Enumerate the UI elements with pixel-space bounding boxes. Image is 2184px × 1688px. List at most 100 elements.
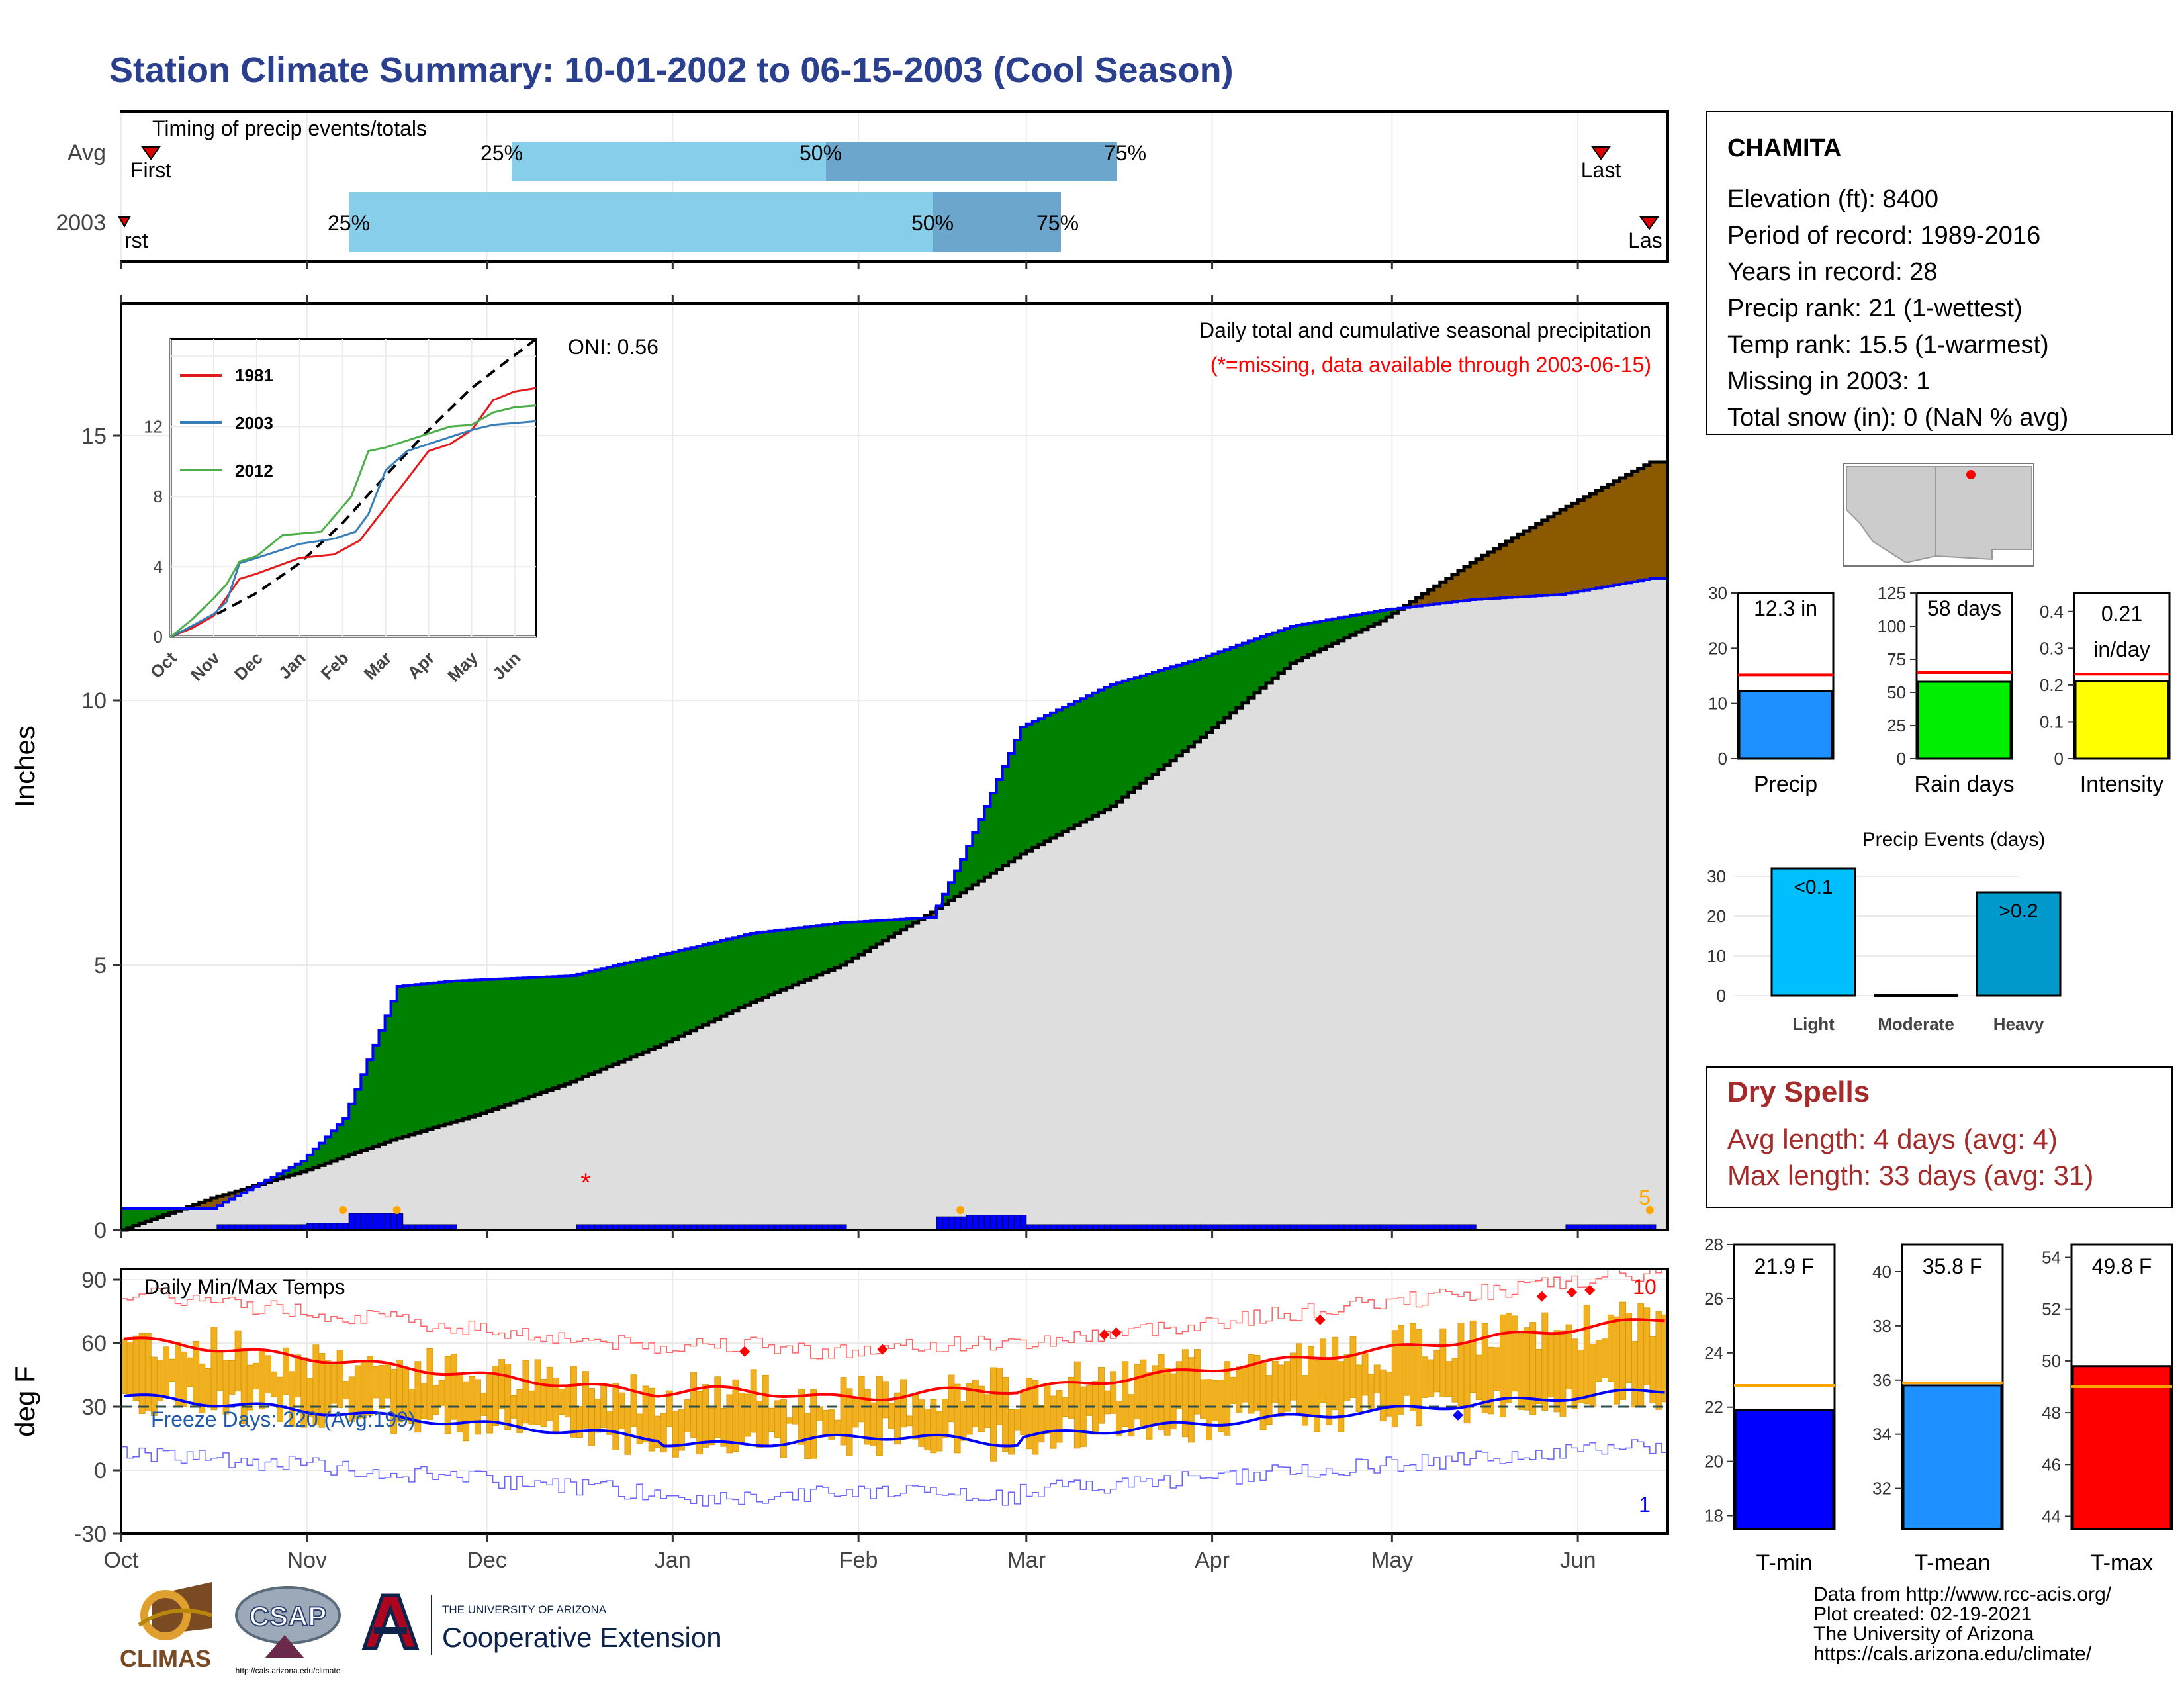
ua-small-text: THE UNIVERSITY OF ARIZONA — [442, 1603, 607, 1616]
daily-temp-bar — [582, 1371, 589, 1429]
daily-temp-bar — [336, 1350, 343, 1408]
daily-precip-bar — [942, 1216, 949, 1231]
daily-temp-bar — [1457, 1323, 1465, 1407]
daily-temp-bar — [126, 1342, 134, 1397]
daily-temp-bar — [420, 1383, 428, 1419]
precip-ytick: 5 — [94, 953, 107, 978]
tmax-summary-ytick: 54 — [2042, 1248, 2061, 1268]
month-tick-label: Oct — [104, 1548, 139, 1573]
daily-temp-bar — [588, 1387, 595, 1446]
precip-summary-value: 12.3 in — [1754, 596, 1817, 620]
daily-temp-bar — [876, 1376, 883, 1456]
daily-temp-bar — [1212, 1380, 1219, 1421]
daily-temp-bar — [834, 1419, 841, 1436]
daily-temp-bar — [1577, 1350, 1584, 1403]
daily-temp-bar — [1512, 1315, 1518, 1392]
daily-temp-bar — [1194, 1349, 1201, 1415]
record-min-line — [121, 1439, 1668, 1507]
tmean-summary-label: T-mean — [1914, 1550, 1990, 1575]
station-line-3: Years in record: 28 — [1727, 258, 1938, 286]
daily-precip-bar — [989, 1215, 997, 1231]
daily-temp-bar — [888, 1403, 895, 1429]
daily-temp-bar — [942, 1399, 949, 1439]
raindays-summary-ytick: 0 — [1897, 749, 1906, 769]
daily-precip-bar — [983, 1215, 991, 1231]
daily-precip-bar — [960, 1216, 967, 1231]
daily-temp-bar — [1589, 1344, 1596, 1408]
daily-temp-bar — [612, 1383, 619, 1450]
daily-temp-bar — [444, 1356, 451, 1434]
temp-ytick: -30 — [74, 1522, 107, 1547]
daily-temp-bar — [450, 1354, 457, 1420]
daily-temp-bar — [342, 1381, 349, 1399]
dry-spells-box: Dry Spells Avg length: 4 days (avg: 4) M… — [1706, 1066, 2173, 1208]
daily-temp-bar — [1595, 1340, 1602, 1382]
temp-summary-bar-charts: 18 20 22 24 26 28 21.9 F T-min 32 34 36 38 40 35.8 F T… — [1704, 1235, 2173, 1575]
daily-temp-bar — [618, 1392, 625, 1429]
daily-temp-bar — [1259, 1362, 1267, 1430]
daily-temp-bar — [1002, 1376, 1009, 1452]
daily-temp-bar — [1583, 1305, 1590, 1405]
daily-temp-bar — [1032, 1380, 1039, 1455]
tmin-summary-value: 21.9 F — [1754, 1254, 1815, 1278]
avg-50-label: 50% — [799, 141, 842, 165]
daily-temp-bar — [1200, 1379, 1206, 1419]
inset-legend-1981: 1981 — [235, 365, 273, 385]
daily-temp-bar — [438, 1380, 445, 1406]
daily-temp-bar — [1433, 1350, 1441, 1393]
daily-temp-bar — [786, 1417, 793, 1424]
avg-first-marker — [141, 146, 161, 160]
daily-temp-bar — [990, 1367, 997, 1462]
daily-temp-bar — [996, 1368, 1003, 1425]
daily-temp-bar — [684, 1399, 691, 1432]
extreme-day-marker — [392, 1206, 401, 1214]
daily-temp-bar — [1565, 1324, 1572, 1389]
daily-temp-bar — [138, 1333, 146, 1414]
csap-logo: CSAP http://cals.arizona.edu/climate — [235, 1586, 341, 1675]
daily-temp-bar — [1163, 1368, 1171, 1436]
daily-temp-bar — [277, 1376, 283, 1422]
daily-temp-bar — [1422, 1356, 1429, 1398]
daily-temp-bar — [660, 1413, 667, 1453]
avg-25-label: 25% — [480, 141, 523, 165]
daily-temp-bar — [252, 1362, 259, 1389]
daily-temp-bar — [1122, 1361, 1129, 1427]
tmax-summary-label: T-max — [2091, 1550, 2153, 1575]
record-high-marker — [1584, 1285, 1596, 1295]
daily-temp-bar — [1361, 1353, 1369, 1396]
daily-temp-bar — [1397, 1325, 1404, 1415]
temp-panel: Daily Min/Max Temps Freeze Days: 220 (Av… — [9, 1268, 1669, 1547]
daily-temp-bar — [1385, 1371, 1392, 1417]
avg-50-75-bar — [826, 142, 1117, 181]
precip-event-value: <0.1 — [1794, 876, 1833, 898]
tmax-summary-ytick: 48 — [2042, 1403, 2061, 1423]
daily-temp-bar — [1619, 1301, 1626, 1400]
avg-min-line — [124, 1388, 1665, 1448]
tmin-summary-ytick: 22 — [1704, 1397, 1723, 1417]
daily-temp-bar — [1104, 1390, 1111, 1415]
tmean-summary-bar — [1902, 1384, 2003, 1530]
daily-temp-bar — [1098, 1367, 1105, 1424]
daily-temp-bar — [906, 1415, 913, 1427]
month-tick-label: May — [1371, 1548, 1413, 1573]
daily-temp-bar — [468, 1376, 475, 1422]
daily-temp-bar — [816, 1406, 823, 1421]
daily-temp-bar — [295, 1354, 302, 1397]
record-high-marker — [739, 1346, 751, 1357]
daily-temp-bar — [630, 1374, 637, 1427]
daily-temp-bar — [1326, 1357, 1333, 1425]
inset-line-2012 — [170, 404, 537, 638]
daily-temp-bar — [330, 1362, 338, 1404]
credit-line-1: Data from http://www.rcc-acis.org/ — [1813, 1583, 2112, 1605]
daily-precip-bar — [354, 1213, 361, 1231]
daily-temp-bar — [798, 1389, 805, 1445]
daily-temp-bar — [1655, 1311, 1662, 1410]
intensity-summary-ytick: 0.3 — [2040, 638, 2064, 658]
daily-temp-bar — [1469, 1320, 1477, 1393]
extreme-day-marker — [339, 1206, 347, 1214]
y2003-25-50-bar — [349, 192, 933, 252]
raindays-summary-ytick: 100 — [1878, 616, 1906, 636]
daily-temp-bar — [1277, 1364, 1285, 1417]
precip-event-category: Light — [1792, 1014, 1835, 1034]
summary-bar-charts: 0 10 20 30 12.3 in Precip 0 25 50 75 100 125 58 days… — [1708, 583, 2171, 797]
